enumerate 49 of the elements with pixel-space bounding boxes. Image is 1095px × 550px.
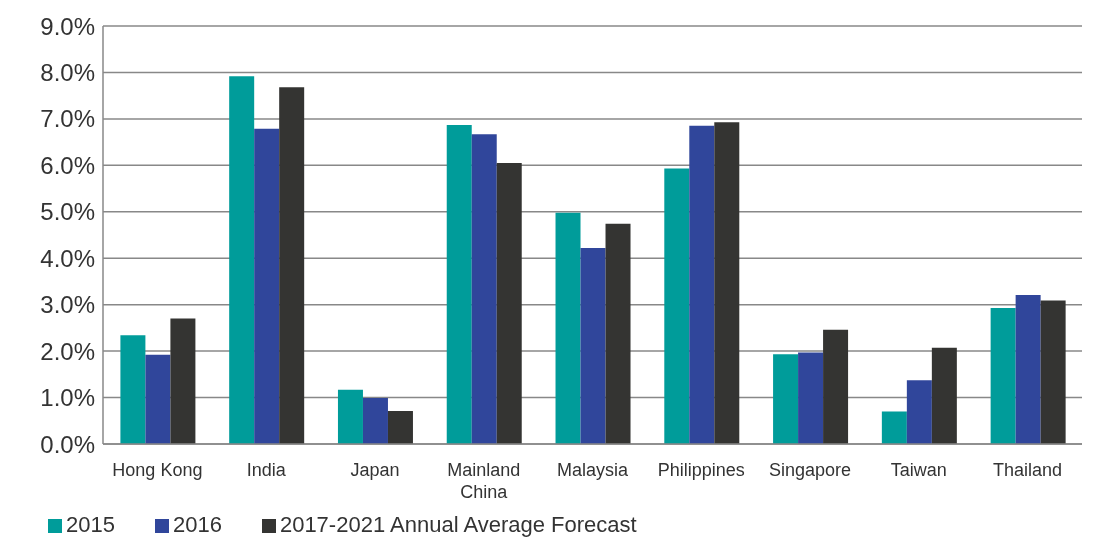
- y-tick-label: 4.0%: [40, 244, 95, 272]
- y-tick-label: 2.0%: [40, 337, 95, 365]
- x-tick-label: Mainland China: [447, 460, 521, 502]
- bar: [337, 389, 363, 444]
- y-tick-label: 8.0%: [40, 58, 95, 86]
- legend-label: 2016: [172, 512, 222, 537]
- bar: [714, 122, 740, 444]
- y-tick-label: 9.0%: [40, 12, 95, 40]
- legend-label: 2015: [66, 512, 115, 537]
- x-tick-label: Philippines: [657, 460, 745, 481]
- bar: [931, 347, 957, 444]
- bar: [823, 329, 849, 444]
- y-tick-label: 1.0%: [40, 384, 95, 412]
- x-tick-label: Thailand: [993, 460, 1063, 481]
- bar: [362, 398, 388, 444]
- bar: [496, 163, 522, 444]
- x-tick-label: India: [246, 460, 287, 481]
- bar: [555, 212, 581, 444]
- bar: [798, 352, 824, 444]
- y-tick-label: 7.0%: [40, 105, 95, 133]
- x-tick-label: Singapore: [769, 460, 852, 481]
- bar: [1040, 300, 1066, 444]
- y-tick-label: 0.0%: [40, 430, 95, 458]
- bar: [120, 335, 146, 444]
- legend-label: 2017-2021 Annual Average Forecast: [279, 512, 637, 537]
- x-tick-label: Japan: [350, 460, 400, 481]
- bar: [254, 128, 280, 444]
- bar: [471, 134, 497, 444]
- x-tick-label: Taiwan: [890, 460, 947, 481]
- bar: [1015, 294, 1041, 444]
- bar: [773, 354, 799, 444]
- bar: [446, 124, 472, 444]
- bar: [664, 168, 690, 444]
- bar: [580, 248, 606, 444]
- bar: [881, 411, 907, 444]
- bar: [145, 354, 171, 444]
- bar: [906, 380, 932, 444]
- bar: [229, 76, 255, 444]
- y-tick-label: 5.0%: [40, 198, 95, 226]
- bar: [170, 318, 196, 444]
- bar: [990, 307, 1016, 444]
- x-tick-label: Malaysia: [556, 460, 629, 481]
- x-tick-label: Hong Kong: [112, 460, 203, 481]
- bar: [605, 223, 631, 444]
- bar: [279, 87, 305, 444]
- bar: [689, 125, 715, 444]
- y-tick-label: 3.0%: [40, 291, 95, 319]
- bar: [387, 411, 413, 444]
- y-tick-label: 6.0%: [40, 151, 95, 179]
